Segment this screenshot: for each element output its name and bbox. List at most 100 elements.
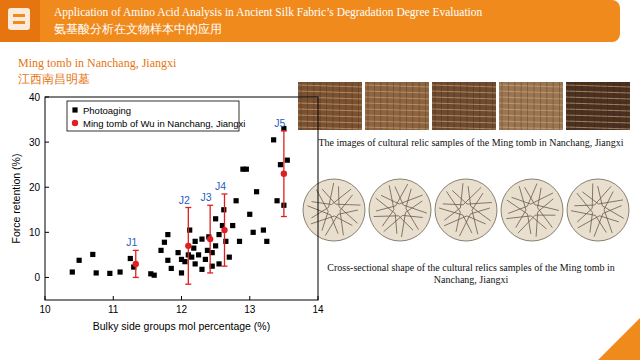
photo <box>432 82 496 130</box>
crack <box>577 193 593 233</box>
weave-line <box>454 82 455 130</box>
weave-line <box>569 82 570 130</box>
y-tick-label: 10 <box>29 227 41 238</box>
error-bar-cap <box>133 250 139 251</box>
weave-line <box>613 82 614 130</box>
crack <box>571 211 606 233</box>
point <box>254 189 259 194</box>
x-tick <box>113 296 114 300</box>
weave-line <box>435 82 436 130</box>
weave-line <box>467 82 468 130</box>
y-tick-label: 40 <box>29 92 41 103</box>
crack <box>402 201 423 237</box>
crack <box>578 216 619 228</box>
weave-line <box>594 82 595 130</box>
crack <box>574 186 611 205</box>
x-tick <box>318 296 319 300</box>
weave-line <box>601 82 602 130</box>
photo <box>298 82 362 130</box>
weave-line <box>326 82 327 130</box>
logo-mark <box>13 14 25 17</box>
point <box>196 252 201 257</box>
point <box>185 243 191 249</box>
weave-line <box>492 82 493 130</box>
crack <box>444 183 463 220</box>
weave-line <box>527 82 528 130</box>
x-axis-label: Bulky side groups mol percentage (%) <box>93 320 270 332</box>
crack <box>598 186 624 218</box>
weave-line <box>339 82 340 130</box>
crack <box>452 190 492 204</box>
weave-line <box>508 82 509 130</box>
title-en: Application of Amino Acid Analysis in An… <box>54 6 614 18</box>
point <box>94 270 99 275</box>
crack <box>512 193 553 204</box>
point <box>221 227 227 233</box>
point <box>175 250 180 255</box>
x-tick-label: 11 <box>108 304 119 315</box>
weave-line <box>553 82 554 130</box>
error-bar-cap <box>185 284 191 285</box>
point <box>90 252 95 257</box>
crack <box>536 199 553 237</box>
weave-line <box>575 82 576 130</box>
weave-line <box>320 82 321 130</box>
point <box>152 273 157 278</box>
point <box>193 261 198 266</box>
weave-line <box>473 82 474 130</box>
legend-label: Ming tomb of Wu in Nanchang, Jiangxi <box>83 118 245 129</box>
cross-section <box>435 179 497 241</box>
cross-section <box>303 179 365 241</box>
crack <box>506 216 546 229</box>
point <box>216 261 221 266</box>
point <box>261 227 266 232</box>
y-tick-label: 0 <box>34 272 40 283</box>
x-tick <box>45 296 46 300</box>
error-bar <box>221 194 227 266</box>
crack <box>446 191 460 231</box>
crack <box>381 195 423 204</box>
weave-line <box>412 82 413 130</box>
chart: 0102030401011121314Bulky side groups mol… <box>0 0 340 360</box>
error-bar <box>281 131 287 217</box>
weave-line <box>540 82 541 130</box>
weave-line <box>406 82 407 130</box>
section-zh: 江西南昌明墓 <box>18 71 90 88</box>
weave-line <box>502 82 503 130</box>
legend-label: Photoaging <box>83 105 131 116</box>
weave-line <box>588 82 589 130</box>
point <box>244 167 249 172</box>
cross-section <box>369 179 431 241</box>
point <box>205 248 210 253</box>
legend-marker <box>72 120 78 126</box>
point <box>213 243 218 248</box>
x-tick-label: 10 <box>39 304 51 315</box>
point <box>133 261 139 267</box>
point-labels: J1J2J3J4J5 <box>126 117 285 249</box>
point <box>216 232 221 237</box>
error-bar-cap <box>133 277 139 278</box>
logo-icon <box>8 8 30 30</box>
point <box>107 271 112 276</box>
crack <box>507 200 531 234</box>
point <box>274 198 279 203</box>
crack <box>443 188 481 205</box>
crack <box>444 216 486 226</box>
point <box>128 256 133 261</box>
x-tick-label: 14 <box>312 304 324 315</box>
y-tick-label: 30 <box>29 137 41 148</box>
point-label: J2 <box>179 194 190 206</box>
crack <box>439 208 472 233</box>
point <box>247 212 252 217</box>
crack <box>538 188 553 228</box>
weave-line <box>393 82 394 130</box>
point <box>213 216 218 221</box>
error-bar-cap <box>185 207 191 208</box>
y-tick <box>45 187 49 188</box>
weave-line <box>358 82 359 130</box>
x-tick-label: 12 <box>176 304 188 315</box>
point <box>234 198 239 203</box>
cross-section <box>501 179 563 241</box>
crack <box>468 186 491 221</box>
error-bar <box>133 250 139 277</box>
